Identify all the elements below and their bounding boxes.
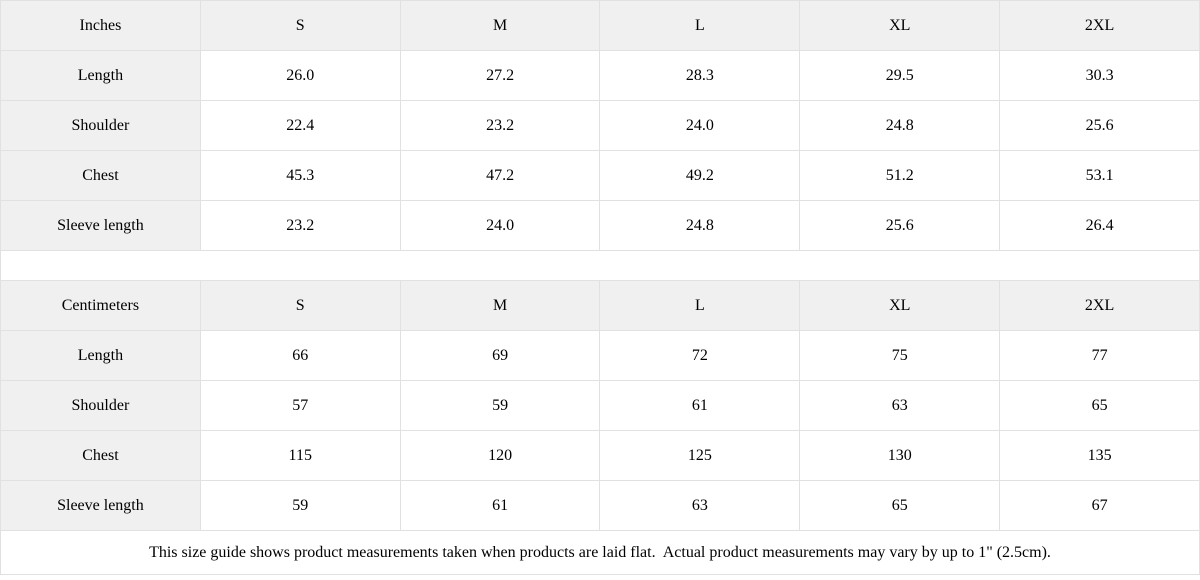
size-column-header: L xyxy=(599,280,801,331)
measurement-value: 26.4 xyxy=(999,200,1200,251)
measurement-value: 115 xyxy=(199,430,401,481)
size-column-header: M xyxy=(399,0,601,51)
measurement-value: 45.3 xyxy=(199,150,401,201)
measurement-label: Length xyxy=(0,330,201,381)
measurement-label: Sleeve length xyxy=(0,200,201,251)
measurement-value: 25.6 xyxy=(999,100,1200,151)
size-column-header: 2XL xyxy=(999,280,1200,331)
measurement-value: 23.2 xyxy=(199,200,401,251)
size-column-header: S xyxy=(199,0,401,51)
table-row: Chest 45.3 47.2 49.2 51.2 53.1 xyxy=(0,150,1200,201)
measurement-value: 29.5 xyxy=(799,50,1001,101)
measurement-value: 53.1 xyxy=(999,150,1200,201)
table-row: Length 66 69 72 75 77 xyxy=(0,330,1200,381)
size-column-header: XL xyxy=(799,0,1001,51)
measurement-value: 65 xyxy=(999,380,1200,431)
spacer-cell xyxy=(0,250,1200,281)
measurement-value: 67 xyxy=(999,480,1200,531)
measurement-value: 65 xyxy=(799,480,1001,531)
unit-label-inches: Inches xyxy=(0,0,201,51)
measurement-value: 24.8 xyxy=(799,100,1001,151)
measurement-label: Shoulder xyxy=(0,380,201,431)
table-row: Shoulder 57 59 61 63 65 xyxy=(0,380,1200,431)
table-row: Length 26.0 27.2 28.3 29.5 30.3 xyxy=(0,50,1200,101)
table-row: Chest 115 120 125 130 135 xyxy=(0,430,1200,481)
measurement-value: 69 xyxy=(399,330,601,381)
table-row: Sleeve length 23.2 24.0 24.8 25.6 26.4 xyxy=(0,200,1200,251)
measurement-value: 61 xyxy=(399,480,601,531)
measurement-value: 61 xyxy=(599,380,801,431)
measurement-value: 75 xyxy=(799,330,1001,381)
measurement-label: Sleeve length xyxy=(0,480,201,531)
measurement-value: 23.2 xyxy=(399,100,601,151)
measurement-value: 30.3 xyxy=(999,50,1200,101)
measurement-value: 51.2 xyxy=(799,150,1001,201)
measurement-label: Chest xyxy=(0,150,201,201)
measurement-value: 66 xyxy=(199,330,401,381)
measurement-value: 28.3 xyxy=(599,50,801,101)
size-column-header: L xyxy=(599,0,801,51)
measurement-label: Chest xyxy=(0,430,201,481)
measurement-value: 26.0 xyxy=(199,50,401,101)
measurement-value: 24.0 xyxy=(599,100,801,151)
size-column-header: XL xyxy=(799,280,1001,331)
size-column-header: S xyxy=(199,280,401,331)
unit-label-centimeters: Centimeters xyxy=(0,280,201,331)
measurement-value: 59 xyxy=(199,480,401,531)
measurement-value: 63 xyxy=(799,380,1001,431)
measurement-value: 57 xyxy=(199,380,401,431)
measurement-value: 22.4 xyxy=(199,100,401,151)
measurement-value: 125 xyxy=(599,430,801,481)
measurement-value: 59 xyxy=(399,380,601,431)
measurement-label: Length xyxy=(0,50,201,101)
measurement-value: 63 xyxy=(599,480,801,531)
centimeters-header-row: Centimeters S M L XL 2XL xyxy=(0,280,1200,331)
measurement-value: 120 xyxy=(399,430,601,481)
measurement-value: 47.2 xyxy=(399,150,601,201)
measurement-value: 72 xyxy=(599,330,801,381)
measurement-value: 130 xyxy=(799,430,1001,481)
spacer-row xyxy=(0,250,1200,281)
measurement-value: 24.8 xyxy=(599,200,801,251)
measurement-value: 27.2 xyxy=(399,50,601,101)
measurement-value: 24.0 xyxy=(399,200,601,251)
table-row: Sleeve length 59 61 63 65 67 xyxy=(0,480,1200,531)
measurement-value: 77 xyxy=(999,330,1200,381)
table-row: Shoulder 22.4 23.2 24.0 24.8 25.6 xyxy=(0,100,1200,151)
size-column-header: M xyxy=(399,280,601,331)
inches-header-row: Inches S M L XL 2XL xyxy=(0,0,1200,51)
size-column-header: 2XL xyxy=(999,0,1200,51)
footnote-text: This size guide shows product measuremen… xyxy=(0,530,1200,575)
measurement-value: 135 xyxy=(999,430,1200,481)
measurement-value: 49.2 xyxy=(599,150,801,201)
measurement-value: 25.6 xyxy=(799,200,1001,251)
measurement-label: Shoulder xyxy=(0,100,201,151)
footnote-row: This size guide shows product measuremen… xyxy=(0,530,1200,575)
